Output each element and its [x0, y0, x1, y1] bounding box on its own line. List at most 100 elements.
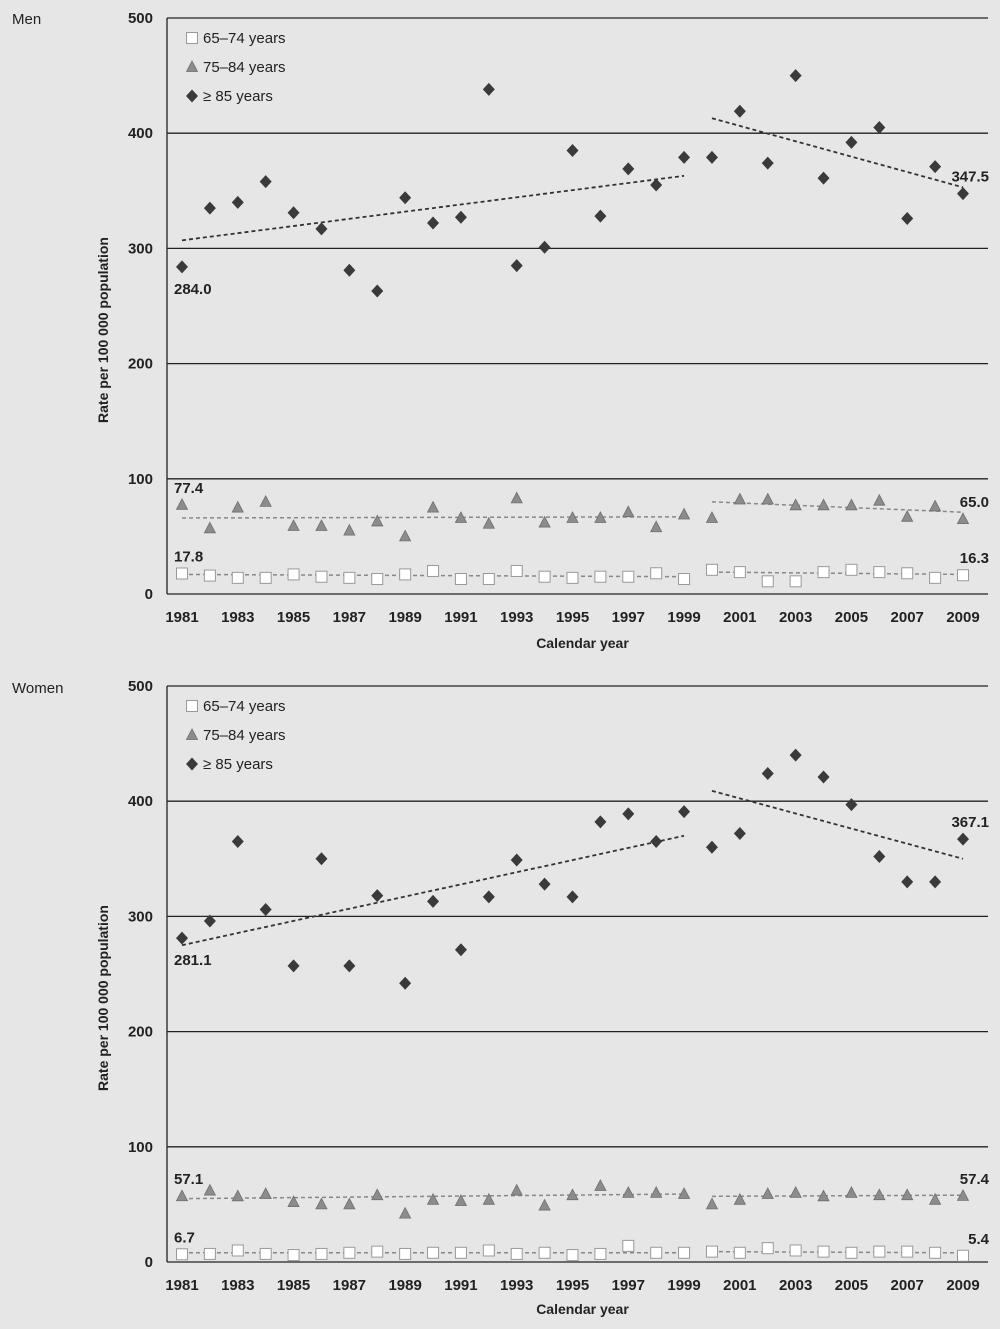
data-point — [594, 1179, 607, 1191]
data-point — [510, 1183, 523, 1196]
data-point — [789, 1186, 802, 1198]
data-point — [176, 1248, 188, 1261]
data-point — [594, 570, 607, 583]
data-point — [538, 570, 551, 583]
data-point — [733, 492, 747, 505]
trend-line — [711, 789, 964, 860]
legend-marker — [186, 89, 198, 103]
trend-line — [711, 501, 964, 513]
legend-label: 75–84 years — [203, 59, 286, 76]
x-tick-label: 1983 — [221, 609, 254, 626]
data-point — [427, 216, 440, 230]
data-point — [343, 571, 356, 584]
data-point — [231, 571, 244, 584]
legend-label: ≥ 85 years — [203, 88, 273, 105]
y-tick-label: 0 — [145, 1254, 153, 1271]
data-point — [538, 240, 551, 254]
data-point — [873, 493, 886, 506]
data-point — [761, 1187, 774, 1199]
data-point — [176, 931, 188, 945]
x-tick-label: 2007 — [891, 609, 924, 626]
y-axis-label: Rate per 100 000 population — [95, 905, 111, 1091]
data-point — [733, 826, 746, 840]
data-point — [650, 567, 663, 580]
data-point — [510, 491, 523, 504]
data-point — [315, 852, 328, 866]
data-point — [287, 568, 300, 581]
data-point — [371, 1188, 384, 1201]
x-tick-label: 1991 — [444, 609, 477, 626]
data-point — [538, 877, 551, 891]
data-point — [957, 569, 969, 582]
data-point — [594, 511, 607, 523]
data-label: 57.1 — [174, 1171, 203, 1188]
data-point — [594, 815, 607, 829]
data-point — [761, 1242, 774, 1255]
trend-line — [711, 571, 964, 576]
data-point — [426, 500, 440, 513]
legend: 65–74 years 75–84 years ≥ 85 years — [185, 698, 286, 773]
data-point — [622, 1186, 635, 1198]
series-square — [176, 1239, 969, 1262]
series-diamond — [176, 748, 969, 990]
data-point — [929, 875, 942, 889]
data-point — [259, 1247, 272, 1260]
data-point — [845, 798, 858, 812]
data-point — [705, 511, 719, 523]
data-point — [678, 150, 691, 164]
y-tick-label: 300 — [128, 908, 153, 925]
data-point — [343, 263, 356, 277]
data-point — [705, 1197, 719, 1210]
trend-line — [711, 1194, 964, 1198]
series-square — [176, 563, 969, 588]
data-point — [705, 1245, 718, 1258]
data-label: 281.1 — [174, 952, 212, 969]
data-point — [957, 1249, 969, 1262]
data-point — [845, 563, 858, 576]
data-point — [817, 566, 830, 579]
data-point — [315, 570, 328, 583]
data-point — [398, 1206, 412, 1219]
data-point — [510, 1247, 523, 1260]
data-point — [482, 82, 495, 96]
data-point — [371, 284, 384, 298]
x-tick-label: 1985 — [277, 1277, 310, 1294]
x-tick-label: 1989 — [388, 1277, 421, 1294]
data-point — [956, 1189, 970, 1201]
data-point — [454, 511, 468, 523]
data-point — [566, 1249, 579, 1262]
data-point — [678, 573, 691, 586]
data-point — [901, 509, 914, 522]
data-point — [901, 875, 914, 889]
data-point — [845, 135, 858, 149]
data-label: 5.4 — [968, 1231, 990, 1248]
data-point — [287, 206, 300, 220]
data-point — [510, 259, 523, 273]
data-point — [845, 1246, 858, 1259]
data-point — [622, 1239, 635, 1252]
data-point — [426, 1192, 440, 1205]
data-label: 16.3 — [960, 550, 989, 567]
data-point — [929, 571, 942, 584]
data-point — [203, 569, 216, 582]
data-point — [873, 1188, 886, 1201]
x-tick-label: 1989 — [388, 609, 421, 626]
y-tick-label: 200 — [128, 1024, 153, 1041]
data-point — [482, 890, 495, 904]
y-tick-label: 100 — [128, 1139, 153, 1156]
data-point — [371, 889, 384, 903]
x-axis-label: Calendar year — [536, 635, 629, 651]
data-label: 347.5 — [951, 169, 989, 186]
x-tick-label: 2005 — [835, 609, 868, 626]
panel-label: Men — [12, 11, 41, 28]
data-point — [705, 563, 718, 576]
data-point — [873, 1245, 886, 1258]
x-tick-label: 2003 — [779, 1277, 812, 1294]
data-point — [733, 1192, 747, 1205]
chart-panel-2: Women 0 100 200 300 400 500 1981 1983 1985 1987 198… — [12, 678, 990, 1317]
data-point — [622, 505, 635, 518]
data-point — [566, 890, 579, 904]
y-tick-label: 100 — [128, 471, 153, 488]
data-point — [231, 835, 244, 849]
data-point — [399, 191, 412, 205]
